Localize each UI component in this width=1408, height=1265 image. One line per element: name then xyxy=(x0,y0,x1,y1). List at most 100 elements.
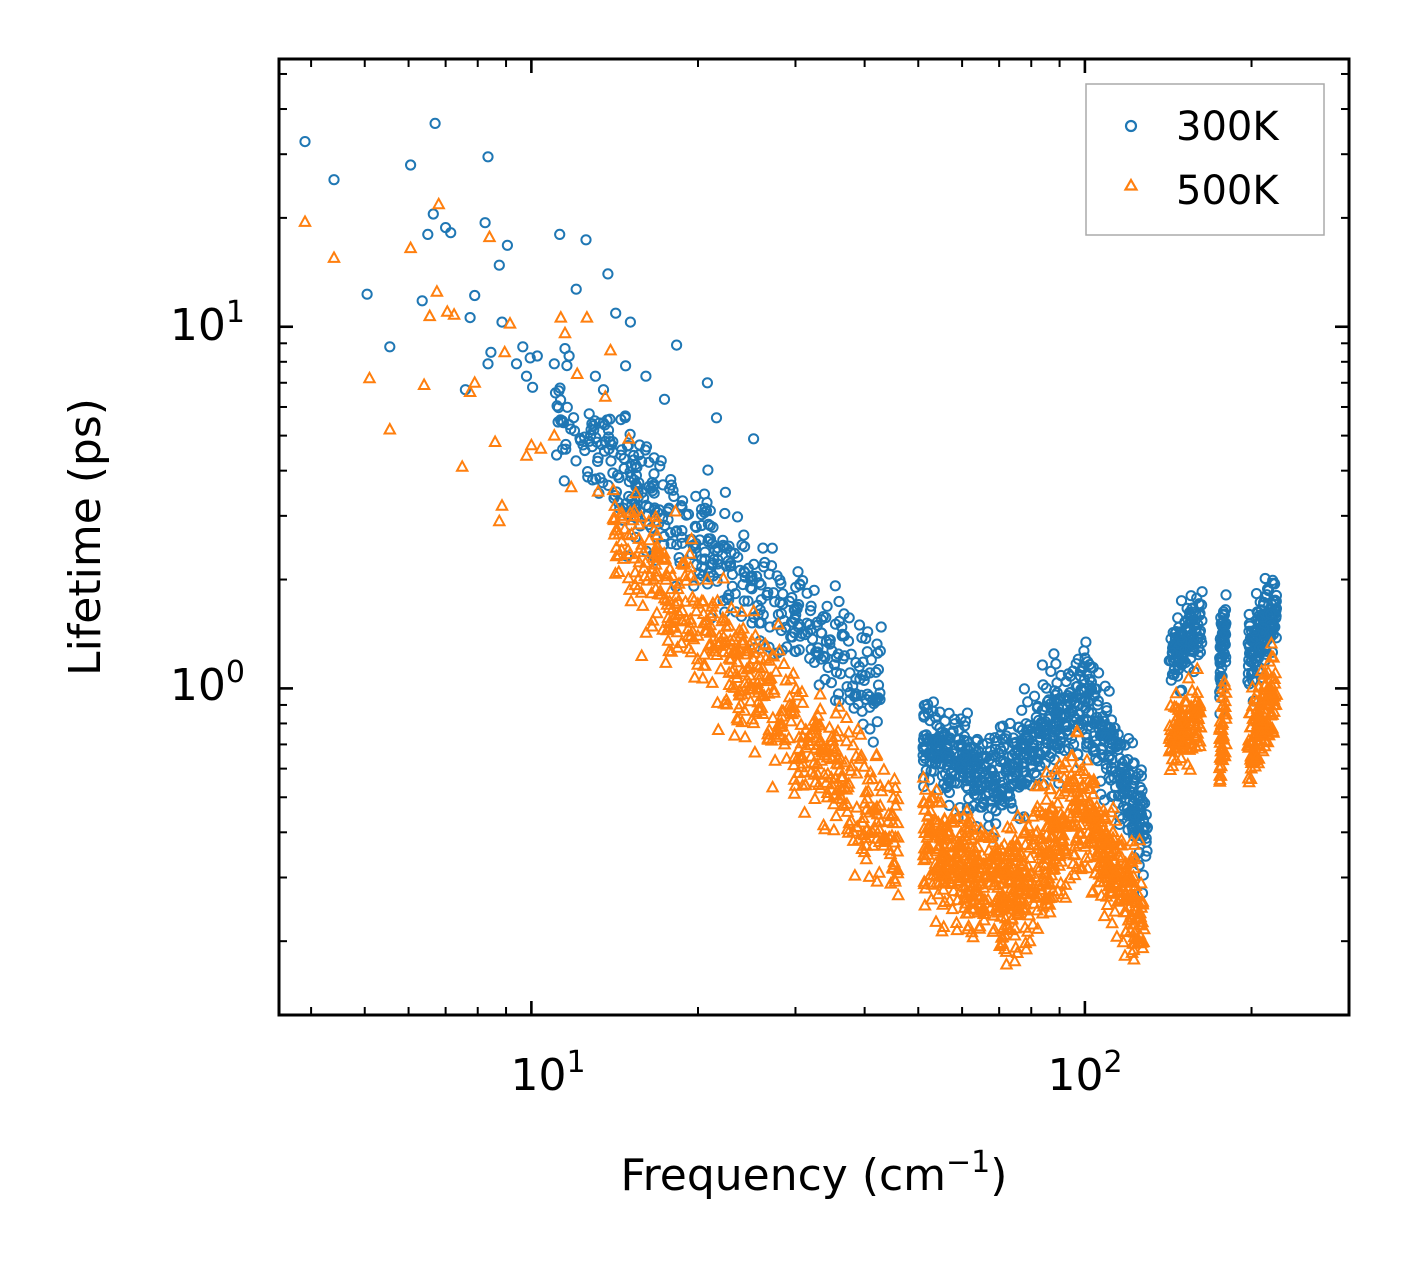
point-300K xyxy=(746,583,758,595)
point-300K xyxy=(962,782,974,795)
point-300K xyxy=(1034,748,1046,760)
point-300K xyxy=(628,449,640,462)
point-300K xyxy=(464,312,476,324)
point-300K xyxy=(1051,738,1063,750)
point-500K xyxy=(735,714,749,728)
point-500K xyxy=(829,705,843,719)
point-500K xyxy=(492,513,507,527)
point-300K xyxy=(1060,675,1072,688)
point-300K xyxy=(1090,753,1102,765)
point-500K xyxy=(764,733,779,746)
point-300K xyxy=(670,526,682,538)
point-500K xyxy=(976,900,991,913)
point-500K xyxy=(838,754,853,768)
point-500K xyxy=(609,548,624,562)
point-500K xyxy=(683,611,698,625)
point-300K xyxy=(624,428,636,440)
point-500K xyxy=(787,772,802,785)
point-500K xyxy=(639,625,653,638)
point-500K xyxy=(467,375,482,388)
point-300K xyxy=(658,530,670,543)
point-500K xyxy=(1163,742,1178,755)
point-500K xyxy=(1067,867,1082,881)
point-500K xyxy=(881,806,896,820)
point-500K xyxy=(814,753,829,766)
point-300K xyxy=(599,435,611,448)
point-500K xyxy=(923,823,937,836)
point-500K xyxy=(1179,694,1193,708)
point-500K xyxy=(1043,904,1057,918)
point-500K xyxy=(746,603,761,617)
point-500K xyxy=(857,759,872,772)
point-300K xyxy=(1216,662,1228,674)
point-300K xyxy=(953,724,965,736)
point-300K xyxy=(1115,739,1127,751)
point-300K xyxy=(563,350,575,362)
point-500K xyxy=(1019,941,1034,955)
point-300K xyxy=(944,732,956,744)
point-300K xyxy=(720,560,732,572)
point-500K xyxy=(779,751,794,764)
point-300K xyxy=(823,634,835,646)
point-500K xyxy=(971,854,985,867)
point-300K xyxy=(589,370,602,382)
point-500K xyxy=(646,613,660,626)
point-300K xyxy=(604,413,616,425)
point-300K xyxy=(1013,781,1025,793)
point-500K xyxy=(558,325,572,339)
point-500K xyxy=(796,755,810,769)
point-300K xyxy=(1014,748,1027,760)
point-500K xyxy=(1169,753,1184,766)
point-300K xyxy=(1185,590,1197,602)
point-500K xyxy=(729,666,744,680)
point-500K xyxy=(1087,831,1101,844)
point-500K xyxy=(645,618,659,632)
point-500K xyxy=(1080,752,1094,766)
point-500K xyxy=(771,616,786,630)
point-500K xyxy=(923,803,938,817)
point-300K xyxy=(853,619,866,631)
point-500K xyxy=(775,718,790,732)
point-300K xyxy=(824,638,836,650)
point-500K xyxy=(890,843,905,857)
point-500K xyxy=(403,240,418,254)
point-300K xyxy=(696,561,708,573)
point-300K xyxy=(384,341,396,353)
point-500K xyxy=(640,573,655,586)
point-300K xyxy=(1018,778,1031,790)
point-500K xyxy=(1127,860,1142,874)
point-500K xyxy=(766,682,781,695)
point-500K xyxy=(1165,751,1180,765)
point-300K xyxy=(999,733,1012,745)
point-300K xyxy=(875,621,887,633)
point-500K xyxy=(717,635,732,649)
point-500K xyxy=(685,589,700,603)
point-300K xyxy=(961,707,974,719)
legend-marker-300K xyxy=(1124,119,1138,133)
point-500K xyxy=(829,742,843,755)
point-300K xyxy=(739,571,751,583)
point-500K xyxy=(1005,911,1019,924)
point-500K xyxy=(684,644,699,658)
point-500K xyxy=(564,479,579,493)
point-500K xyxy=(917,876,932,890)
point-300K xyxy=(517,341,529,353)
point-500K xyxy=(787,786,802,799)
point-500K xyxy=(1086,772,1101,785)
point-500K xyxy=(751,685,766,698)
point-500K xyxy=(1027,878,1042,891)
point-500K xyxy=(943,854,958,868)
point-500K xyxy=(580,310,594,323)
legend-label-300K: 300K xyxy=(1176,104,1280,150)
point-300K xyxy=(966,750,978,762)
point-300K xyxy=(711,575,723,587)
point-500K xyxy=(717,696,731,709)
point-500K xyxy=(1135,894,1150,907)
point-500K xyxy=(1005,887,1020,900)
point-500K xyxy=(1073,763,1088,776)
point-300K xyxy=(427,208,439,220)
point-500K xyxy=(668,596,683,609)
point-300K xyxy=(804,619,816,631)
point-300K xyxy=(742,595,754,607)
point-300K xyxy=(560,443,572,455)
